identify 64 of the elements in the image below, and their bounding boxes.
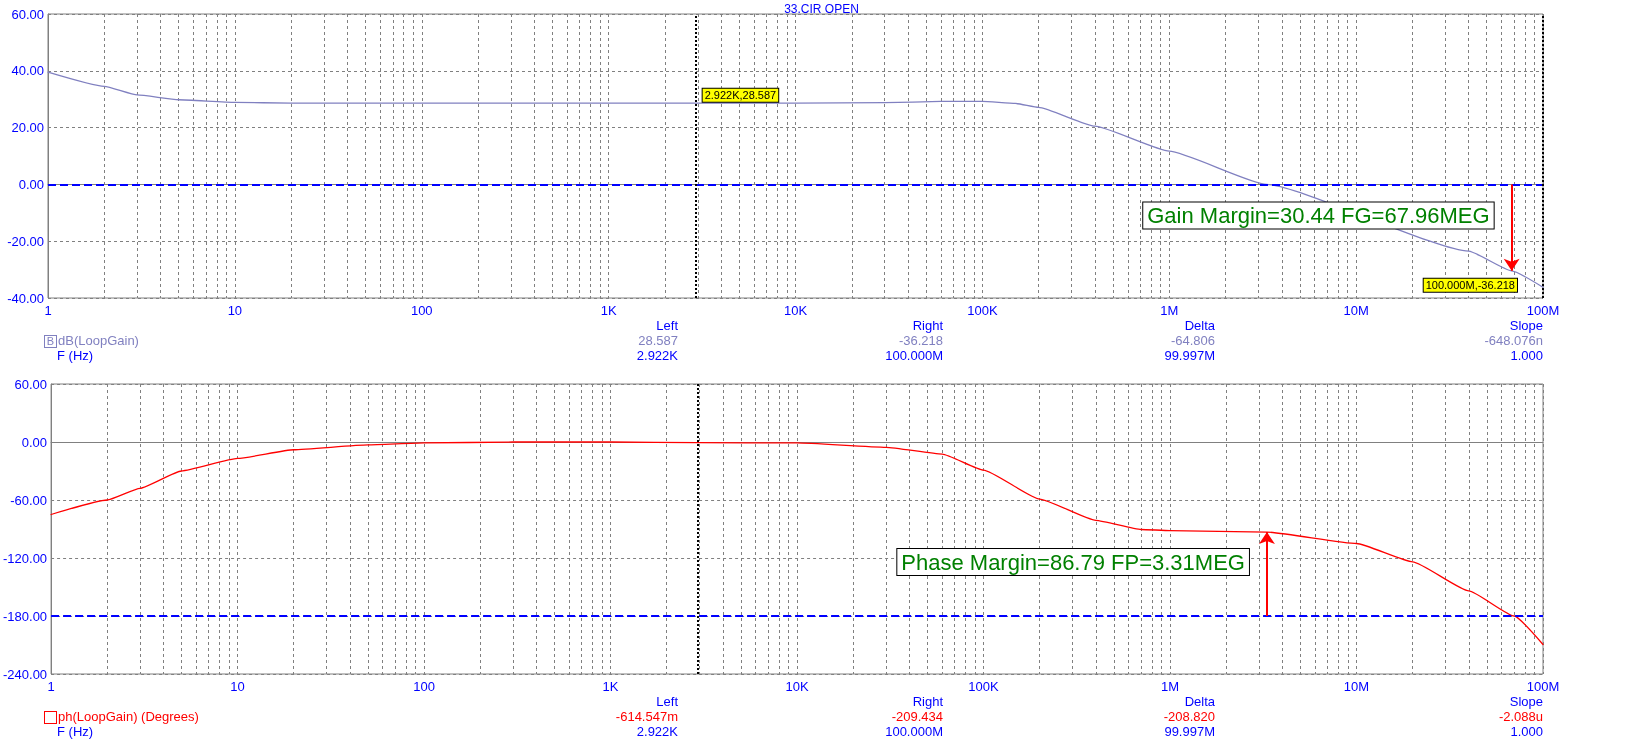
x-tick-label: 100M [1526, 679, 1560, 694]
x-tick-label: 1 [47, 679, 55, 694]
ref-line-label: 100.000M,-36.218 [1425, 279, 1515, 292]
text: 100.000M [885, 724, 943, 739]
text: -36.218 [898, 333, 943, 348]
x-tick-label: 10M [1343, 303, 1369, 318]
y-tick-label: 0.00 [21, 434, 48, 450]
text: Left [656, 318, 678, 333]
text: 1.000 [1510, 348, 1543, 363]
text: -614.547m [615, 709, 678, 724]
text: Right [912, 318, 943, 333]
y-tick-label: -40.00 [7, 290, 44, 306]
text: -64.806 [1170, 333, 1215, 348]
x-tick-label: 100M [1526, 303, 1560, 318]
x-tick-label: 10 [230, 679, 245, 694]
x-tick-label: 100 [410, 303, 433, 318]
y-tick-label: -20.00 [7, 233, 44, 249]
text: Delta [1184, 694, 1215, 709]
x-tick-label: 1M [1160, 679, 1180, 694]
text: 1.000 [1510, 724, 1543, 739]
text: 2.922K [636, 348, 678, 363]
x-axis-title: F (Hz) [57, 348, 94, 363]
y-tick-label: 60.00 [14, 376, 48, 392]
text: Delta [1184, 318, 1215, 333]
y-tick-label: -180.00 [3, 608, 48, 624]
text: -208.820 [1163, 709, 1215, 724]
square-icon: B [44, 335, 57, 349]
ref-line-label: 2.922K,28.587 [704, 89, 777, 102]
x-tick-label: 100K [967, 303, 998, 318]
y-tick-label: 60.00 [11, 6, 44, 22]
x-tick-label: 1M [1160, 303, 1179, 318]
text: -209.434 [891, 709, 943, 724]
chart-title: 33.CIR OPEN [784, 2, 859, 16]
text: Left [656, 694, 678, 709]
text: 99.997M [1164, 348, 1215, 363]
x-tick-label: 10M [1343, 679, 1370, 694]
y-tick-label: 0.00 [18, 176, 44, 192]
y-tick-label: -120.00 [3, 550, 48, 566]
y-tick-label: 20.00 [11, 120, 44, 136]
x-tick-label: 100K [968, 679, 1000, 694]
x-tick-label: 100 [413, 679, 435, 694]
y-tick-label: -60.00 [10, 492, 48, 508]
text: -648.076n [1484, 333, 1543, 348]
x-tick-label: 1K [600, 303, 617, 318]
annotation: Phase Margin=86.79 FP=3.31MEG [901, 549, 1245, 575]
x-tick-label: 1 [44, 303, 52, 318]
x-tick-label: 10K [785, 679, 809, 694]
legend-label: dB(LoopGain) [58, 333, 139, 348]
text: 28.587 [638, 333, 678, 348]
y-tick-label: 40.00 [11, 63, 44, 79]
x-tick-label: 1K [602, 679, 619, 694]
text: 99.997M [1164, 724, 1215, 739]
text: -2.088u [1498, 709, 1543, 724]
x-axis-title: F (Hz) [57, 724, 94, 739]
annotation: Gain Margin=30.44 FG=67.96MEG [1147, 203, 1490, 229]
x-tick-label: 10K [783, 303, 808, 318]
legend-label: ph(LoopGain) (Degrees) [57, 709, 199, 725]
text: 100.000M [885, 348, 943, 363]
text: Right [912, 694, 943, 709]
y-tick-label: -240.00 [3, 666, 48, 682]
text: Slope [1509, 318, 1543, 333]
text: Slope [1509, 694, 1543, 709]
x-tick-label: 10 [227, 303, 243, 318]
text: 2.922K [636, 724, 678, 739]
